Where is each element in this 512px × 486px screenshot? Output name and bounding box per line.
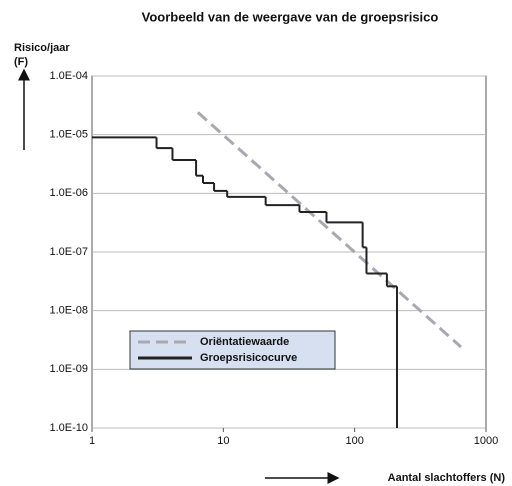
y-tick-label: 1.0E-10: [49, 422, 88, 434]
y-axis-label: Risico/jaar: [14, 42, 70, 54]
legend-box: [129, 330, 336, 370]
y-axis-unit: (F): [14, 56, 28, 68]
legend: Oriëntatiewaarde Groepsrisicocurve: [129, 330, 336, 370]
x-tick-label: 1: [89, 435, 95, 447]
x-tick-label: 1000: [474, 435, 498, 447]
legend-label: Groepsrisicocurve: [200, 352, 297, 364]
y-tick-label: 1.0E-05: [49, 129, 88, 141]
y-tick-label: 1.0E-07: [49, 246, 88, 258]
y-tick-label: 1.0E-06: [49, 187, 88, 199]
legend-label: Oriëntatiewaarde: [200, 336, 289, 348]
chart-title: Voorbeeld van de weergave van de groepsr…: [142, 9, 439, 24]
y-tick-label: 1.0E-08: [49, 305, 88, 317]
reference-line: [196, 111, 462, 349]
x-tick-label: 10: [217, 435, 229, 447]
x-tick-label: 100: [345, 435, 363, 447]
x-axis-label: Aantal slachtoffers (N): [388, 472, 506, 484]
y-tick-label: 1.0E-09: [49, 363, 88, 375]
y-tick-label: 1.0E-04: [49, 70, 88, 82]
